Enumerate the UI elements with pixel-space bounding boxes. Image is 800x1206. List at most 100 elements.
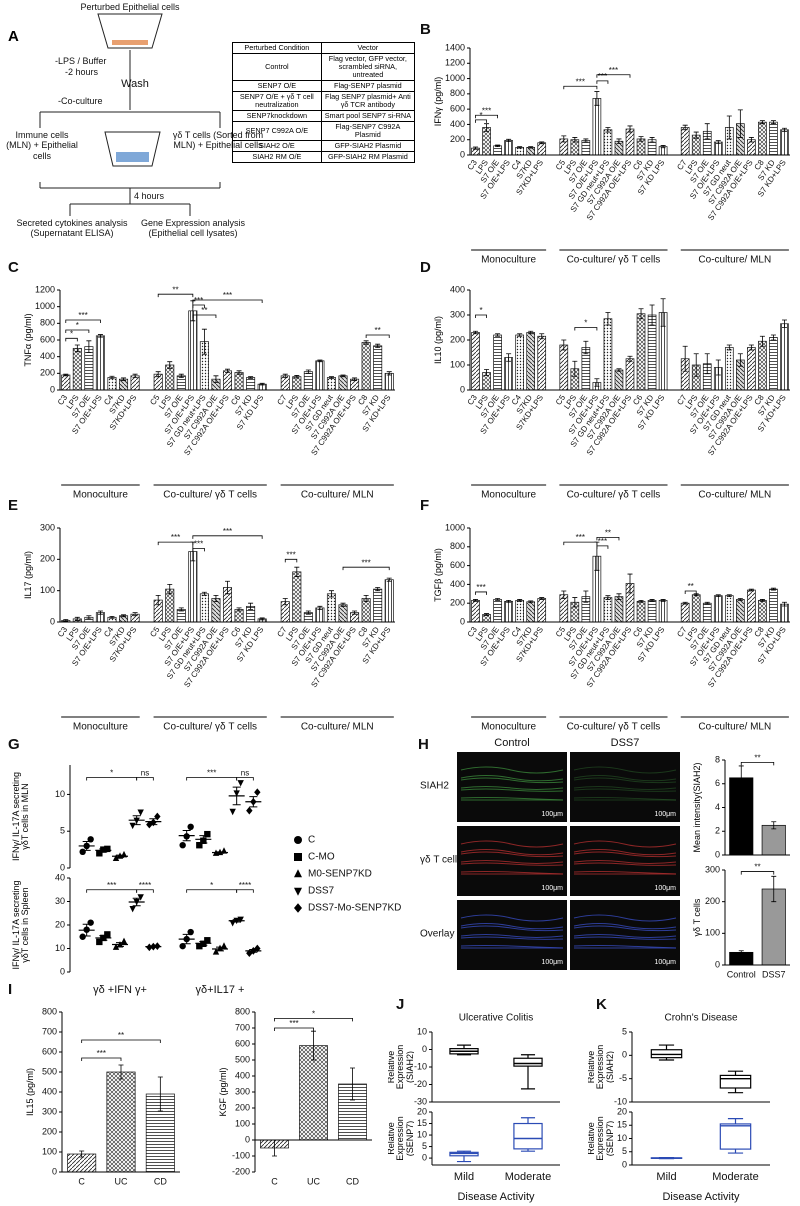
y-tick-label: -200 <box>232 1166 250 1176</box>
y-axis-label: Relative Expression (SIAH2) <box>588 1044 614 1090</box>
bar <box>493 145 502 156</box>
y-tick-label: 0 <box>715 849 720 859</box>
error-bar <box>770 120 776 125</box>
bar <box>680 602 690 623</box>
y-tick-label: 0 <box>60 862 65 872</box>
point <box>246 806 253 815</box>
point <box>154 812 161 821</box>
error-bar <box>726 594 732 598</box>
group-label: Monoculture <box>73 490 128 501</box>
y-axis-label: Relative Expression (SENP7) <box>588 1116 614 1161</box>
tissue-texture <box>460 797 564 801</box>
y-tick-label: 600 <box>450 104 465 114</box>
bar <box>724 347 734 391</box>
bar <box>603 597 613 623</box>
significance-label: *** <box>598 537 607 546</box>
y-tick-label: 200 <box>40 368 55 378</box>
chart-title: Crohn's Disease <box>664 1013 737 1024</box>
tissue-texture <box>573 851 677 858</box>
table-cell: Flag SENP7 plasmid+ Anti γδ TCR antibody <box>320 91 416 112</box>
y-tick-label: -20 <box>414 1079 427 1089</box>
tissue-texture <box>460 914 564 922</box>
y-tick-label: 100 <box>705 928 720 938</box>
tissue-texture <box>573 786 677 790</box>
table-header: Perturbed Condition <box>232 41 322 55</box>
y-tick-label: 400 <box>450 119 465 129</box>
bar <box>526 601 536 623</box>
x-tick-label: C <box>271 1176 278 1186</box>
bar <box>636 313 646 391</box>
significance-label: *** <box>609 66 618 75</box>
group-label: Monoculture <box>73 722 128 733</box>
significance-bracket <box>342 566 390 571</box>
error-bar <box>660 145 666 149</box>
y-tick-label: 100 <box>450 359 465 369</box>
y-tick-label: 100 <box>42 1146 57 1156</box>
diagram-text: γδ T cells (Sorted from MLN) + Epithelia… <box>172 130 264 151</box>
tissue-texture <box>573 788 677 792</box>
error-bar <box>748 137 754 143</box>
error-bar <box>86 340 92 353</box>
significance-bracket <box>563 541 598 546</box>
error-bar <box>682 124 688 131</box>
error-bar <box>155 594 161 606</box>
tissue-texture <box>460 923 564 930</box>
error-bar <box>74 616 80 621</box>
bar <box>780 129 789 156</box>
y-tick-label: 0 <box>50 384 55 394</box>
bar <box>504 140 513 156</box>
tissue-texture <box>573 766 677 774</box>
error-bar <box>517 333 523 337</box>
y-tick-label: 600 <box>450 560 465 570</box>
significance-bracket <box>192 304 205 308</box>
y-tick-label: 800 <box>40 318 55 328</box>
x-tick-label: C <box>78 1176 85 1186</box>
scale-bar-label: 100μm <box>541 811 563 818</box>
y-axis-label-box: Mean intensity(SIAH2) <box>692 762 702 852</box>
table-cell: Flag vector, GFP vector, scrambled siRNA… <box>320 53 416 82</box>
image-row-label: γδ T cells <box>420 855 462 866</box>
error-bar <box>660 298 666 327</box>
y-tick-label: 0 <box>422 1044 427 1054</box>
error-bar <box>249 796 258 808</box>
y-axis-label-box: KGF (pg/ml) <box>218 1068 228 1117</box>
point <box>79 933 86 940</box>
y-tick-label: 200 <box>40 554 55 564</box>
error-bar <box>781 319 787 328</box>
error-bar <box>748 344 754 351</box>
y-axis-label-box: IL17 (pg/ml) <box>23 551 33 599</box>
error-bar <box>82 841 91 851</box>
significance-label: *** <box>78 311 87 320</box>
significance-bracket <box>136 889 154 893</box>
bar <box>780 323 789 391</box>
error-bar <box>726 115 732 140</box>
significance-bracket <box>65 337 78 342</box>
y-tick-label: 0 <box>52 1166 57 1176</box>
error-bar <box>248 602 254 610</box>
bar <box>338 604 348 623</box>
x-tick-label: CD <box>154 1176 167 1186</box>
error-bar <box>561 135 567 143</box>
table-cell: Flag-SENP7 plasmid <box>320 80 416 93</box>
tissue-texture <box>460 788 564 792</box>
y-tick-label: 400 <box>450 284 465 294</box>
y-tick-label: 200 <box>235 1102 250 1112</box>
y-tick-label: 300 <box>40 522 55 532</box>
bar <box>526 332 536 391</box>
error-bar <box>649 137 655 143</box>
y-tick-label: 800 <box>42 1006 57 1016</box>
bar <box>504 357 513 391</box>
point <box>254 944 261 953</box>
error-bar <box>118 1064 124 1080</box>
bar <box>680 127 690 156</box>
bar <box>107 377 117 391</box>
y-tick-label: 800 <box>450 88 465 98</box>
table-header: Vector <box>320 41 416 55</box>
y-tick-label: 2 <box>715 826 720 836</box>
error-bar <box>109 375 115 380</box>
box <box>650 1049 683 1059</box>
bar <box>647 314 657 391</box>
significance-bracket <box>81 1039 161 1043</box>
error-bar <box>638 599 644 603</box>
error-bar <box>305 610 311 615</box>
